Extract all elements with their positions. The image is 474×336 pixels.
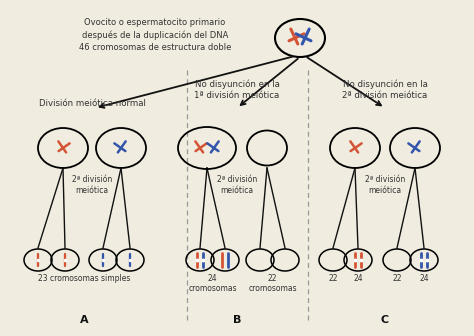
Text: 2ª división
meiótica: 2ª división meiótica bbox=[365, 175, 405, 195]
Text: 24
cromosomas: 24 cromosomas bbox=[188, 274, 237, 293]
Text: División meiótica normal: División meiótica normal bbox=[38, 99, 146, 108]
Text: A: A bbox=[80, 315, 88, 325]
Text: 22: 22 bbox=[328, 274, 338, 283]
Text: B: B bbox=[233, 315, 241, 325]
Text: 2ª división
meiótica: 2ª división meiótica bbox=[72, 175, 112, 195]
Text: 22
cromosomas: 22 cromosomas bbox=[248, 274, 297, 293]
Text: 23 cromosomas simples: 23 cromosomas simples bbox=[38, 274, 130, 283]
Text: C: C bbox=[381, 315, 389, 325]
Text: 2ª división
meiótica: 2ª división meiótica bbox=[217, 175, 257, 195]
Text: 22: 22 bbox=[392, 274, 402, 283]
Text: No disyunción en la
1ª división meiótica: No disyunción en la 1ª división meiótica bbox=[194, 79, 280, 100]
Text: Ovocito o espermatocito primario
después de la duplicación del DNA
46 cromosomas: Ovocito o espermatocito primario después… bbox=[79, 18, 231, 52]
Text: 24: 24 bbox=[419, 274, 429, 283]
Text: 24: 24 bbox=[353, 274, 363, 283]
Text: No disyunción en la
2ª división meiótica: No disyunción en la 2ª división meiótica bbox=[342, 79, 428, 100]
